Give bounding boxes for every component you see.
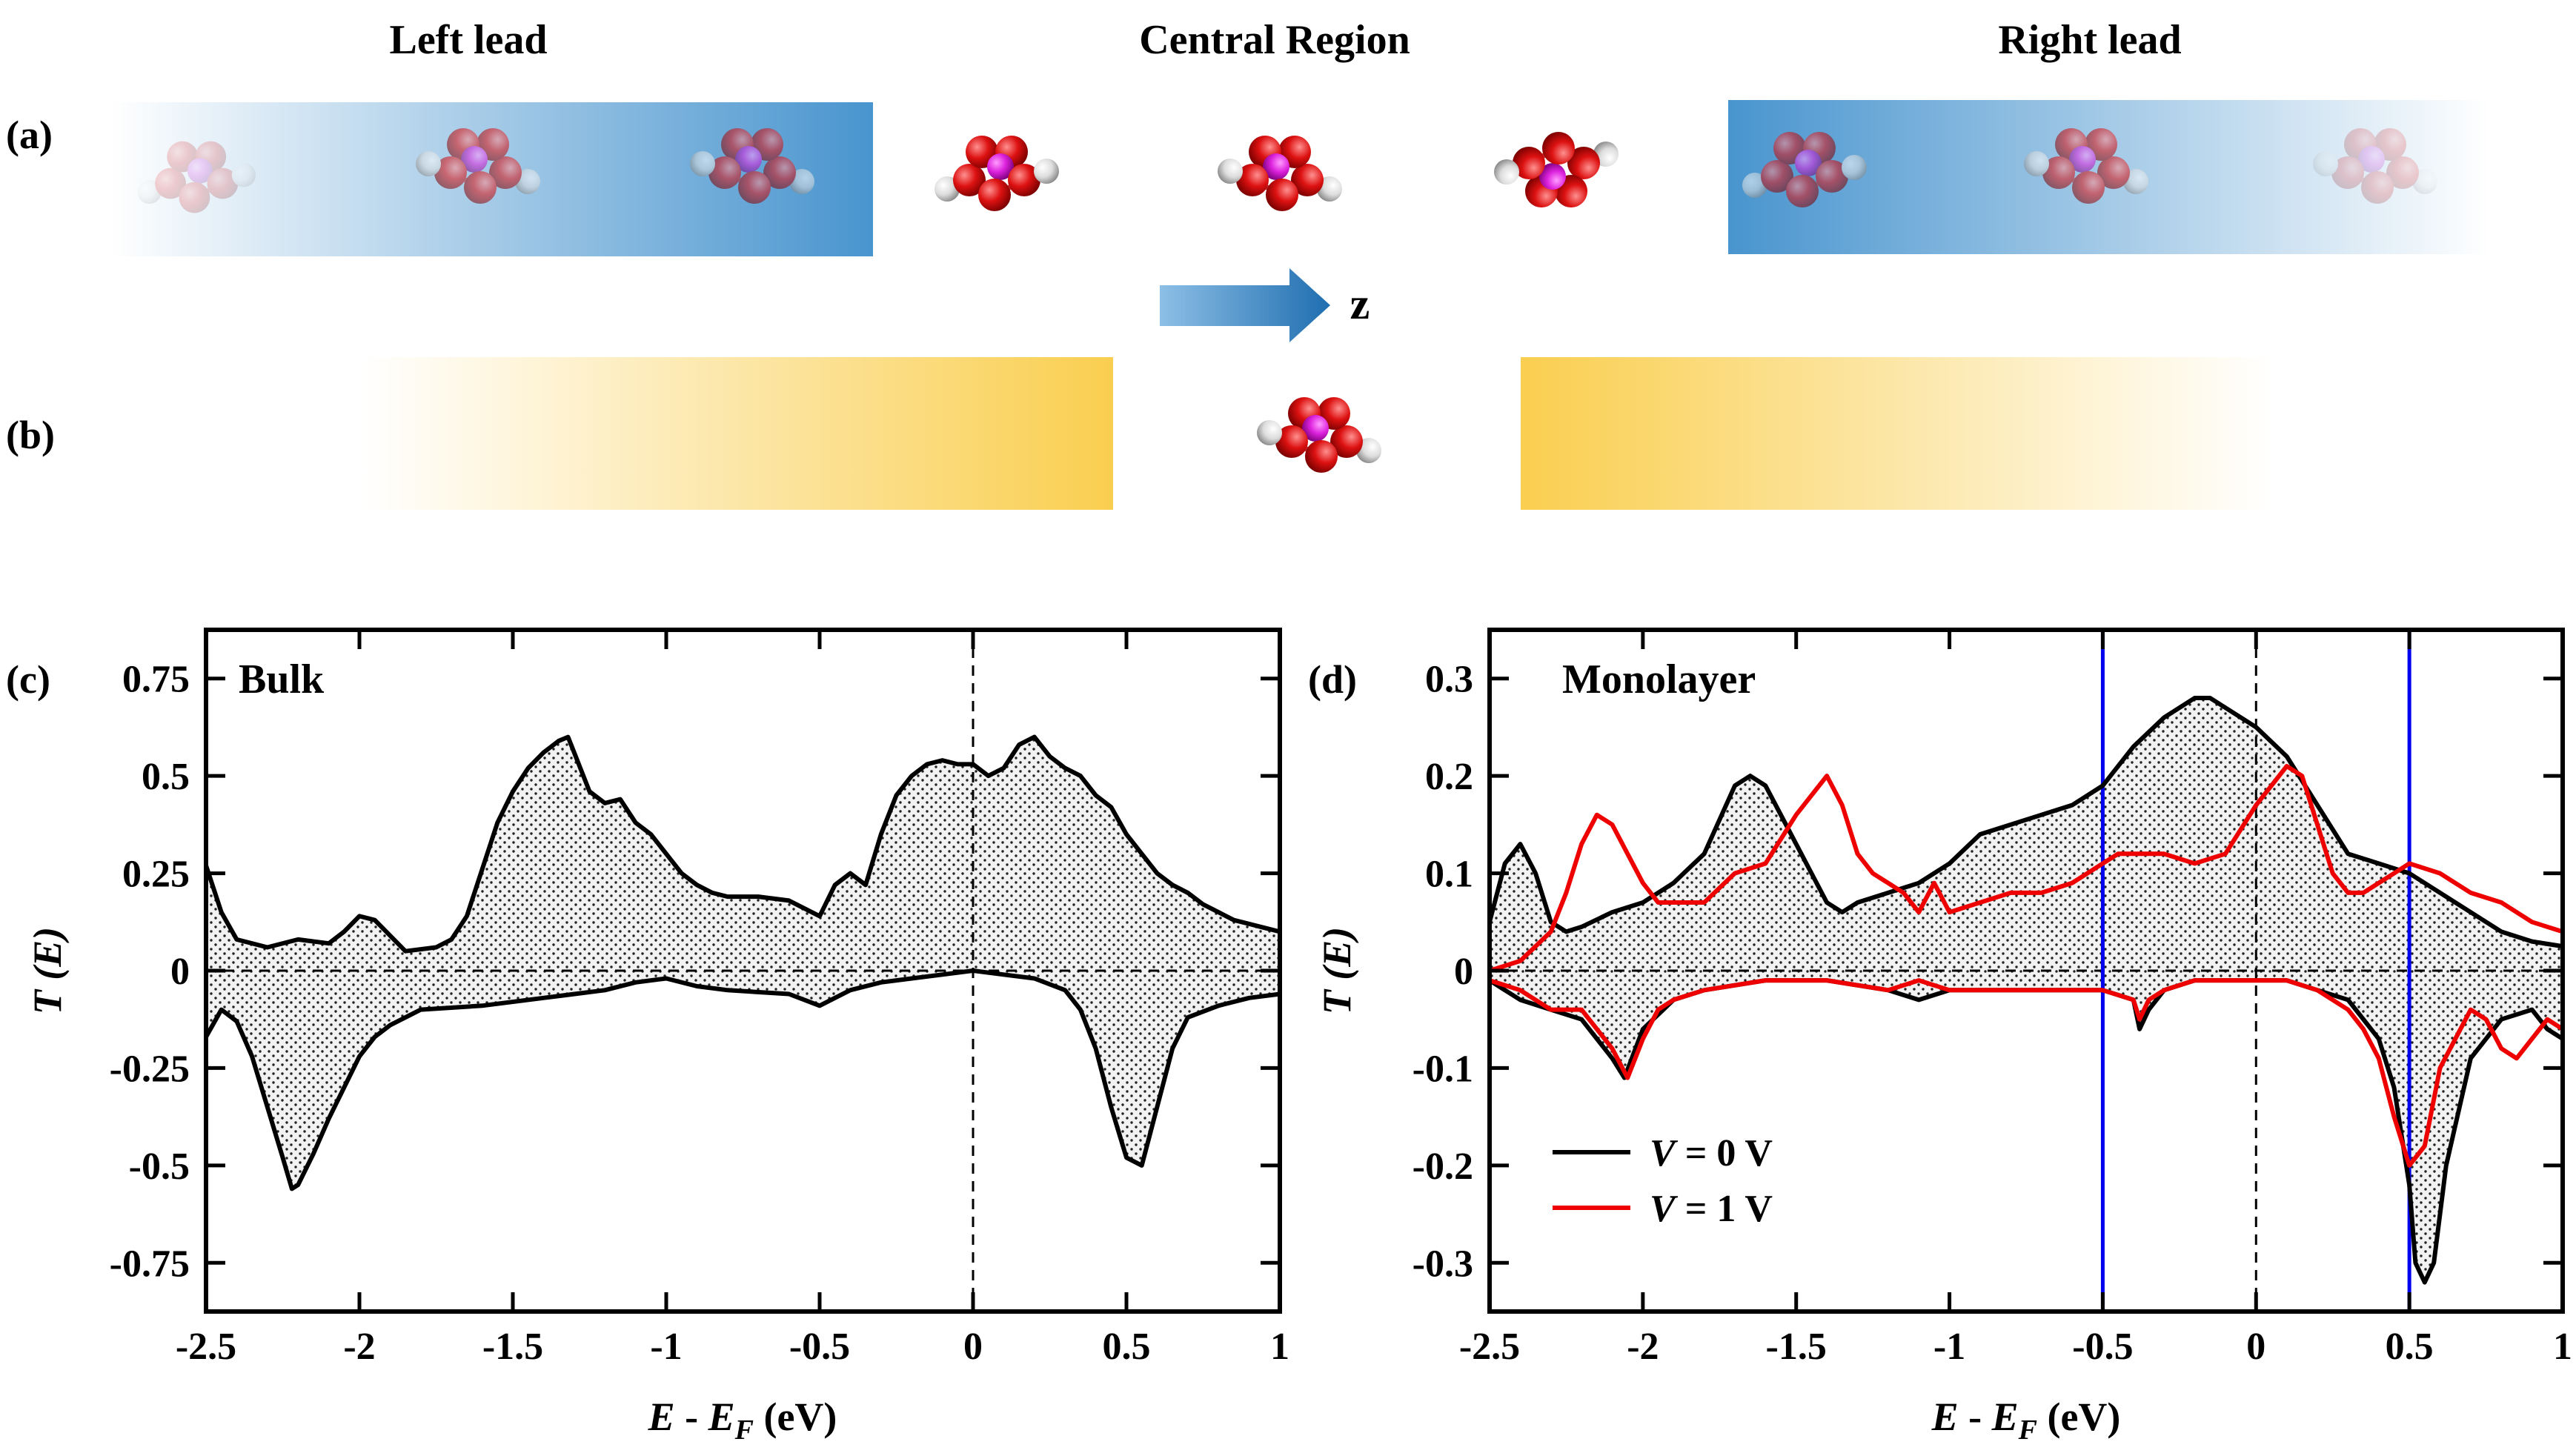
chart-d-ylabel-text: T (E): [1315, 927, 1359, 1014]
legend-v0-text: = 0 V: [1676, 1132, 1773, 1174]
chart-d-xtick-label-2: -1.5: [1766, 1326, 1827, 1368]
chart-c-xtick-label-3: -1: [650, 1326, 682, 1368]
right-lead-label: Right lead: [1998, 17, 2181, 63]
chart-c-xtick-label-4: -0.5: [789, 1326, 850, 1368]
chart-d-ytick-label-2: 0.1: [1425, 854, 1473, 896]
panel-d-label: (d): [1308, 657, 1357, 702]
legend-v1-text: = 1 V: [1676, 1188, 1773, 1230]
chart-d-ytick-label-1: 0.2: [1425, 756, 1473, 798]
central-molecule-b: [1257, 397, 1381, 473]
chart-d-xlabel-e: E: [1931, 1394, 1959, 1439]
chart-c-xlabel-unit: (eV): [754, 1394, 837, 1439]
chart-d-marks: [1487, 630, 2564, 1312]
chart-d-xtick-label-7: 1: [2553, 1326, 2572, 1368]
chart-c-ytick-label-5: -0.5: [129, 1146, 190, 1188]
chart-d-area-1: [1490, 971, 2563, 1283]
chart-c-series-0: [204, 734, 1281, 954]
chart-d-series-2: [1489, 764, 2563, 973]
legend-label-v1: V = 1 V: [1650, 1188, 1773, 1230]
chart-c-area-0: [206, 737, 1280, 971]
chart-d-ticks: -2.5 -2 -1.5 -1 -0.5 0 0.5 1 0.3 0.2 0.1 0 -0.1 -0.2 -…: [1413, 630, 2572, 1368]
chart-d-xtick-label-0: -2.5: [1459, 1326, 1520, 1368]
chart-d-xlabel: E - EF (eV): [1931, 1394, 2121, 1446]
z-axis-arrow: z: [1160, 268, 1370, 342]
chart-c-xtick-label-5: 0: [963, 1326, 983, 1368]
z-axis-label: z: [1350, 279, 1370, 328]
chart-c-xtick-label-7: 1: [1270, 1326, 1289, 1368]
chart-c-xlabel-e: E: [648, 1394, 675, 1439]
chart-c-ytick-label-4: -0.25: [110, 1048, 190, 1090]
chart-c-ytick-label-1: 0.5: [142, 756, 190, 798]
chart-d-series-0: [1487, 696, 2563, 949]
chart-c: (c) Bulk -2.5 -2 -1.5 -1 -0.5 0 0.5 1 0.75 0.5 0.2…: [6, 628, 1289, 1446]
chart-d-xlabel-minus: -: [1959, 1394, 1992, 1439]
chart-d-xtick-label-6: 0.5: [2386, 1326, 2434, 1368]
chart-d-xtick-label-1: -2: [1627, 1326, 1659, 1368]
chart-d-ytick-label-4: -0.1: [1413, 1048, 1473, 1090]
right-electrode-block: [1521, 357, 2271, 510]
chart-c-xtick-label-6: 0.5: [1103, 1326, 1151, 1368]
central-molecules: [935, 132, 1619, 211]
chart-c-ylabel-text: T (E): [25, 927, 70, 1014]
chart-d-ytick-label-5: -0.2: [1413, 1146, 1473, 1188]
chart-c-ticks: -2.5 -2 -1.5 -1 -0.5 0 0.5 1 0.75 0.5 0.25 0 -0.25 -0…: [110, 630, 1289, 1368]
chart-d-legend: V = 0 V V = 1 V: [1553, 1132, 1773, 1230]
chart-d-ytick-label-3: 0: [1454, 951, 1473, 993]
chart-d-xlabel-e2: E: [1991, 1394, 2019, 1439]
chart-c-series-1: [204, 968, 1281, 1191]
chart-c-title: Bulk: [239, 656, 325, 702]
chart-d-xlabel-sub: F: [2018, 1415, 2037, 1446]
central-region-label: Central Region: [1139, 17, 1410, 63]
panel-a: (a) Left lead Central Region Right lead …: [6, 17, 2490, 342]
chart-c-xlabel-sub: F: [734, 1415, 754, 1446]
chart-c-marks: [204, 630, 1281, 1312]
panel-b: (b): [6, 357, 2271, 510]
chart-d-ylabel: T (E): [1315, 927, 1359, 1014]
chart-c-area-1: [206, 971, 1280, 1189]
chart-c-ytick-label-3: 0: [170, 951, 190, 993]
chart-c-xlabel-minus: -: [675, 1394, 708, 1439]
chart-c-xtick-label-1: -2: [343, 1326, 375, 1368]
left-lead-label: Left lead: [389, 17, 547, 63]
legend-label-v0: V = 0 V: [1650, 1132, 1773, 1174]
chart-c-ytick-label-6: -0.75: [110, 1243, 190, 1285]
chart-d-xtick-label-3: -1: [1933, 1326, 1965, 1368]
panel-a-label: (a): [6, 113, 53, 157]
chart-d-title: Monolayer: [1562, 656, 1756, 702]
chart-d-area-0: [1490, 698, 2563, 971]
chart-d: (d) Monolayer -2.5 -2 -1.5 -1 -0.5 0 0.5 1 0.3 0.…: [1308, 628, 2572, 1446]
chart-c-ytick-label-2: 0.25: [122, 854, 190, 896]
chart-d-ytick-label-0: 0.3: [1425, 659, 1473, 701]
panel-b-label: (b): [6, 413, 55, 457]
chart-c-ytick-label-0: 0.75: [122, 659, 190, 701]
chart-d-xtick-label-4: -0.5: [2072, 1326, 2133, 1368]
panel-c-label: (c): [6, 657, 50, 702]
chart-d-ytick-label-6: -0.3: [1413, 1243, 1473, 1285]
legend-v0-symbol: V: [1650, 1132, 1679, 1174]
chart-c-ylabel: T (E): [25, 927, 70, 1014]
legend-v1-symbol: V: [1650, 1188, 1679, 1230]
chart-c-xtick-label-2: -1.5: [482, 1326, 543, 1368]
chart-c-xtick-label-0: -2.5: [176, 1326, 236, 1368]
left-electrode-block: [363, 357, 1113, 510]
chart-d-series-3: [1489, 978, 2564, 1168]
chart-c-xlabel: E - EF (eV): [648, 1394, 837, 1446]
chart-d-xlabel-unit: (eV): [2037, 1394, 2120, 1439]
chart-d-xtick-label-5: 0: [2246, 1326, 2265, 1368]
chart-d-series-1: [1488, 978, 2564, 1285]
chart-c-xlabel-e2: E: [708, 1394, 735, 1439]
